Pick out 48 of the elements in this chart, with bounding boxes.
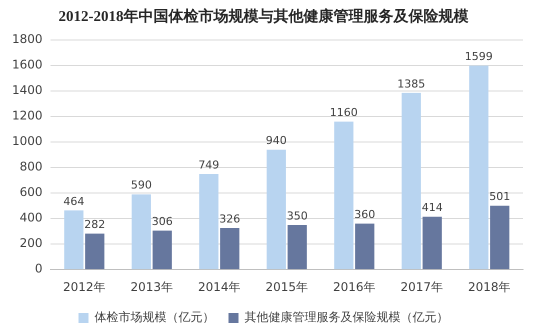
x-tick-label: 2012年 xyxy=(63,280,106,294)
y-tick-label: 400 xyxy=(20,210,43,225)
bar xyxy=(199,174,218,270)
y-tick-label: 200 xyxy=(20,236,43,250)
x-tick-label: 2015年 xyxy=(265,280,308,294)
bar xyxy=(469,66,488,270)
bar xyxy=(490,206,510,270)
data-label: 1599 xyxy=(464,50,493,63)
bar xyxy=(152,230,172,270)
y-tick-label: 1600 xyxy=(12,58,43,72)
x-tick-label: 2016年 xyxy=(332,280,376,294)
bar xyxy=(132,194,151,270)
bar xyxy=(64,210,84,270)
bar xyxy=(355,224,374,270)
legend-label: 体检市场规模（亿元） xyxy=(94,310,214,324)
x-tick-label: 2017年 xyxy=(400,280,444,294)
data-label: 306 xyxy=(152,214,173,228)
y-tick-label: 1200 xyxy=(12,108,43,123)
data-label: 360 xyxy=(354,208,376,222)
x-tick-label: 2013年 xyxy=(130,280,174,294)
data-label: 464 xyxy=(63,194,84,208)
y-tick-label: 0 xyxy=(34,262,43,276)
bar xyxy=(334,122,354,270)
data-label: 590 xyxy=(130,178,152,192)
bar xyxy=(266,150,286,270)
y-tick-label: 1000 xyxy=(12,134,43,148)
bar xyxy=(288,224,307,270)
data-label: 350 xyxy=(286,209,308,222)
bar xyxy=(422,216,442,270)
y-tick-label: 1400 xyxy=(12,83,43,98)
x-tick-label: 2014年 xyxy=(198,280,241,294)
y-tick-label: 800 xyxy=(20,160,43,174)
y-tick-label: 600 xyxy=(20,185,43,200)
y-tick-label: 1800 xyxy=(12,32,43,46)
data-label: 749 xyxy=(198,158,220,172)
bar xyxy=(402,92,421,270)
data-label: 326 xyxy=(219,212,240,226)
data-label: 940 xyxy=(266,134,287,148)
bar xyxy=(220,228,240,270)
legend-label: 其他健康管理服务及保险规模（亿元） xyxy=(244,310,448,324)
data-label: 1160 xyxy=(330,106,358,119)
data-label: 282 xyxy=(84,218,106,231)
chart-title: 2012-2018年中国体检市场规模与其他健康管理服务及保险规模 xyxy=(58,6,470,25)
data-label: 1385 xyxy=(397,77,426,90)
data-label: 414 xyxy=(422,201,443,214)
data-label: 501 xyxy=(489,190,510,204)
x-tick-label: 2018年 xyxy=(468,280,511,294)
bar xyxy=(85,234,104,270)
